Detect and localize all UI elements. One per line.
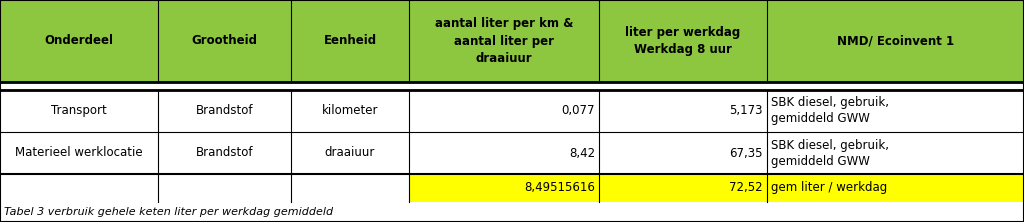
Text: Tabel 3 verbruik gehele keten liter per werkdag gemiddeld: Tabel 3 verbruik gehele keten liter per … — [4, 207, 333, 217]
Text: draaiuur: draaiuur — [325, 147, 375, 159]
Bar — [291, 90, 409, 132]
Bar — [599, 174, 767, 202]
Bar — [0, 174, 158, 202]
Text: SBK diesel, gebruik,
gemiddeld GWW: SBK diesel, gebruik, gemiddeld GWW — [771, 97, 889, 125]
Text: Transport: Transport — [51, 105, 106, 117]
Bar — [0, 132, 158, 174]
Text: 8,49515616: 8,49515616 — [524, 182, 595, 194]
Text: 0,077: 0,077 — [561, 105, 595, 117]
Text: Materieel werklocatie: Materieel werklocatie — [15, 147, 142, 159]
Bar — [291, 0, 409, 82]
Bar — [409, 174, 599, 202]
Text: Grootheid: Grootheid — [191, 34, 257, 48]
Bar — [409, 90, 599, 132]
Bar — [767, 174, 1024, 202]
Text: 5,173: 5,173 — [729, 105, 763, 117]
Bar — [158, 132, 291, 174]
Text: 67,35: 67,35 — [729, 147, 763, 159]
Bar — [158, 90, 291, 132]
Bar — [409, 132, 599, 174]
Text: Onderdeel: Onderdeel — [44, 34, 114, 48]
Bar — [158, 174, 291, 202]
Text: SBK diesel, gebruik,
gemiddeld GWW: SBK diesel, gebruik, gemiddeld GWW — [771, 139, 889, 168]
Bar — [599, 132, 767, 174]
Text: 8,42: 8,42 — [569, 147, 595, 159]
Text: aantal liter per km &
aantal liter per
draaiuur: aantal liter per km & aantal liter per d… — [435, 18, 573, 65]
Text: gem liter / werkdag: gem liter / werkdag — [771, 182, 887, 194]
Bar — [599, 0, 767, 82]
Bar — [291, 132, 409, 174]
Bar — [767, 0, 1024, 82]
Bar — [291, 174, 409, 202]
Bar — [158, 0, 291, 82]
Bar — [767, 132, 1024, 174]
Bar — [0, 0, 158, 82]
Bar — [767, 90, 1024, 132]
Text: NMD/ Ecoinvent 1: NMD/ Ecoinvent 1 — [837, 34, 954, 48]
Text: liter per werkdag
Werkdag 8 uur: liter per werkdag Werkdag 8 uur — [626, 26, 740, 56]
Text: Eenheid: Eenheid — [324, 34, 377, 48]
Text: Brandstof: Brandstof — [196, 105, 253, 117]
Text: 72,52: 72,52 — [729, 182, 763, 194]
Text: Brandstof: Brandstof — [196, 147, 253, 159]
Bar — [599, 90, 767, 132]
Text: kilometer: kilometer — [322, 105, 378, 117]
Bar — [0, 90, 158, 132]
Bar — [409, 0, 599, 82]
